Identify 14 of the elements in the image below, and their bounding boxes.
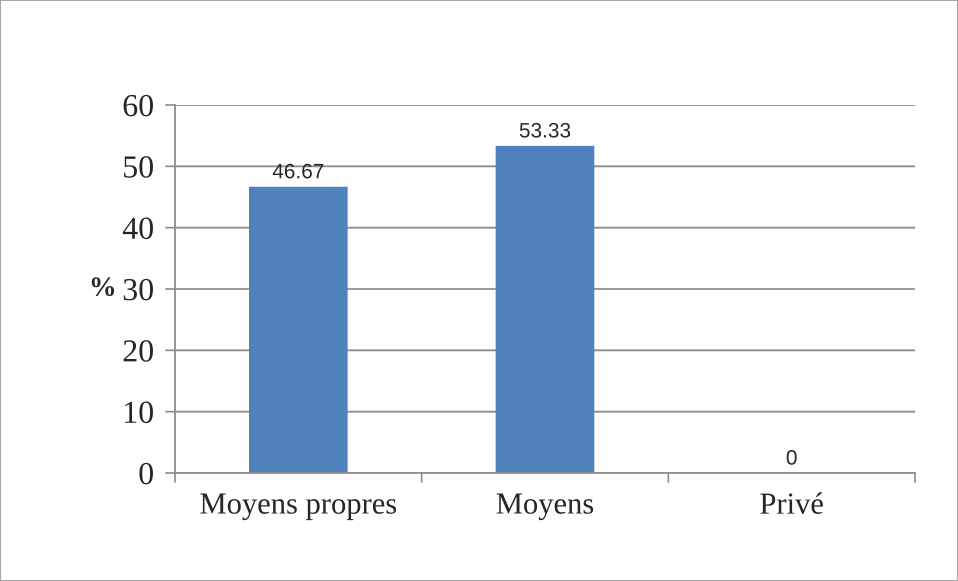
x-tick-label: Privé [760,492,823,514]
x-tick-label: Moyens propres [200,494,396,520]
y-tick-label: 60 [124,94,153,116]
y-tick-label: 0 [139,462,153,484]
data-label: 46.67 [272,164,324,178]
y-tick-label: 50 [124,156,153,178]
data-label: 53.33 [520,122,570,138]
y-tick-label: 20 [124,340,153,362]
y-axis-title: % [92,277,114,296]
y-tick-label: 10 [125,402,153,424]
y-tick-label: 40 [122,218,153,240]
data-label: 0 [786,450,797,465]
y-tick-label: 30 [124,278,153,300]
x-tick-label: Moyens [496,494,594,520]
